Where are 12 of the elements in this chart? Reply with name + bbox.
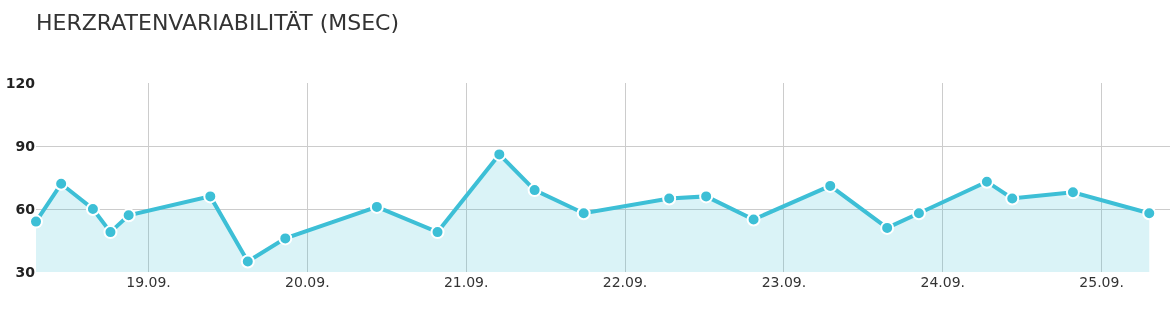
x-tick-label: 23.09. — [761, 274, 807, 290]
chart-title: HERZRATENVARIABILITÄT (MSEC) — [36, 10, 400, 36]
x-tick-label: 24.09. — [920, 274, 966, 290]
x-tick-label: 21.09. — [443, 274, 489, 290]
y-tick-label: 60 — [15, 200, 36, 217]
x-tick-label: 19.09. — [126, 274, 171, 290]
x-tick-label: 25.09. — [1079, 274, 1124, 290]
y-tick-label: 90 — [15, 137, 36, 154]
y-tick-label: 120 — [5, 74, 36, 91]
y-tick-label: 30 — [15, 263, 36, 280]
x-tick-label: 20.09. — [285, 274, 330, 290]
x-tick-label: 22.09. — [602, 274, 648, 290]
